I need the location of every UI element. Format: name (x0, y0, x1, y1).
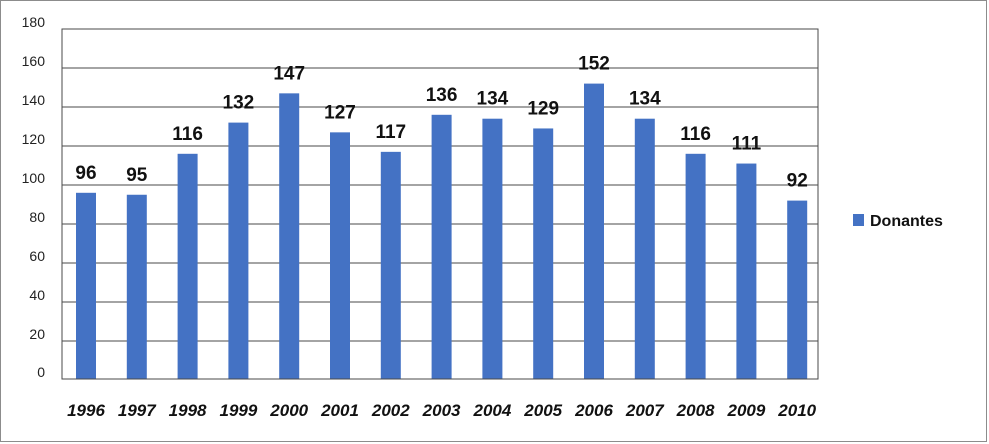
data-label-2010: 92 (787, 171, 808, 192)
x-tick-label-1999: 1999 (219, 401, 257, 420)
y-tick-label-100: 100 (22, 170, 46, 186)
x-tick-label-1997: 1997 (118, 401, 157, 420)
legend: Donantes (853, 213, 943, 230)
bar-2010 (787, 200, 808, 379)
legend-swatch-donantes (853, 214, 864, 226)
x-tick-label-2008: 2008 (676, 401, 715, 420)
data-label-2008: 116 (680, 124, 711, 145)
x-tick-label-2002: 2002 (371, 401, 410, 420)
y-tick-label-60: 60 (29, 248, 45, 264)
data-label-2002: 117 (375, 122, 406, 143)
data-label-2007: 134 (629, 89, 661, 110)
data-labels: 96 95 116 132 147 127 117 136 134 129 152 134 116 111… (75, 54, 807, 192)
data-label-1999: 132 (223, 93, 255, 114)
y-tick-label-80: 80 (29, 209, 45, 225)
x-tick-label-2010: 2010 (777, 401, 816, 420)
bar-2009 (736, 163, 757, 379)
bar-1998 (177, 153, 198, 379)
bar-2003 (431, 114, 452, 380)
bar-2007 (634, 118, 655, 379)
x-tick-label-2006: 2006 (574, 401, 613, 420)
bars (76, 83, 808, 380)
plot-area-frame (61, 28, 819, 380)
x-tick-label-1998: 1998 (169, 401, 207, 420)
y-tick-label-40: 40 (29, 287, 45, 303)
data-label-2004: 134 (477, 89, 509, 110)
y-axis-ticks: 0 20 40 60 80 100 120 140 160 180 (22, 14, 46, 380)
x-tick-label-2003: 2003 (422, 401, 461, 420)
data-label-2001: 127 (324, 102, 356, 123)
legend-label-donantes: Donantes (870, 213, 943, 230)
y-tick-label-120: 120 (22, 131, 46, 147)
bar-2006 (584, 83, 604, 379)
bar-1997 (126, 194, 147, 379)
data-label-1997: 95 (126, 165, 148, 186)
data-label-2009: 111 (732, 134, 762, 155)
x-axis-ticks: 1996 1997 1998 1999 2000 2001 2002 2003 2004 2005… (67, 401, 817, 420)
y-tick-label-0: 0 (37, 364, 45, 380)
bar-2002 (380, 151, 401, 379)
bar-1999 (228, 122, 249, 379)
data-label-1998: 116 (172, 124, 203, 145)
y-tick-label-140: 140 (22, 92, 46, 108)
bar-2008 (685, 153, 706, 379)
bar-1996 (76, 192, 96, 379)
y-tick-label-180: 180 (22, 14, 46, 30)
data-label-2003: 136 (426, 85, 458, 106)
x-tick-label-2005: 2005 (523, 401, 562, 420)
x-tick-label-2004: 2004 (472, 401, 511, 420)
x-tick-label-2007: 2007 (625, 401, 665, 420)
data-label-1996: 96 (75, 163, 96, 184)
data-label-2000: 147 (273, 63, 305, 84)
y-tick-label-160: 160 (22, 53, 46, 69)
bar-2000 (279, 93, 300, 379)
data-label-2005: 129 (527, 98, 559, 119)
x-tick-label-2000: 2000 (269, 401, 308, 420)
bar-2001 (330, 132, 350, 379)
bar-2004 (482, 118, 503, 379)
x-tick-label-1996: 1996 (67, 401, 105, 420)
data-label-2006: 152 (578, 54, 610, 75)
x-tick-label-2001: 2001 (320, 401, 359, 420)
bar-2005 (533, 128, 554, 379)
y-tick-label-20: 20 (29, 326, 45, 342)
x-tick-label-2009: 2009 (726, 401, 765, 420)
